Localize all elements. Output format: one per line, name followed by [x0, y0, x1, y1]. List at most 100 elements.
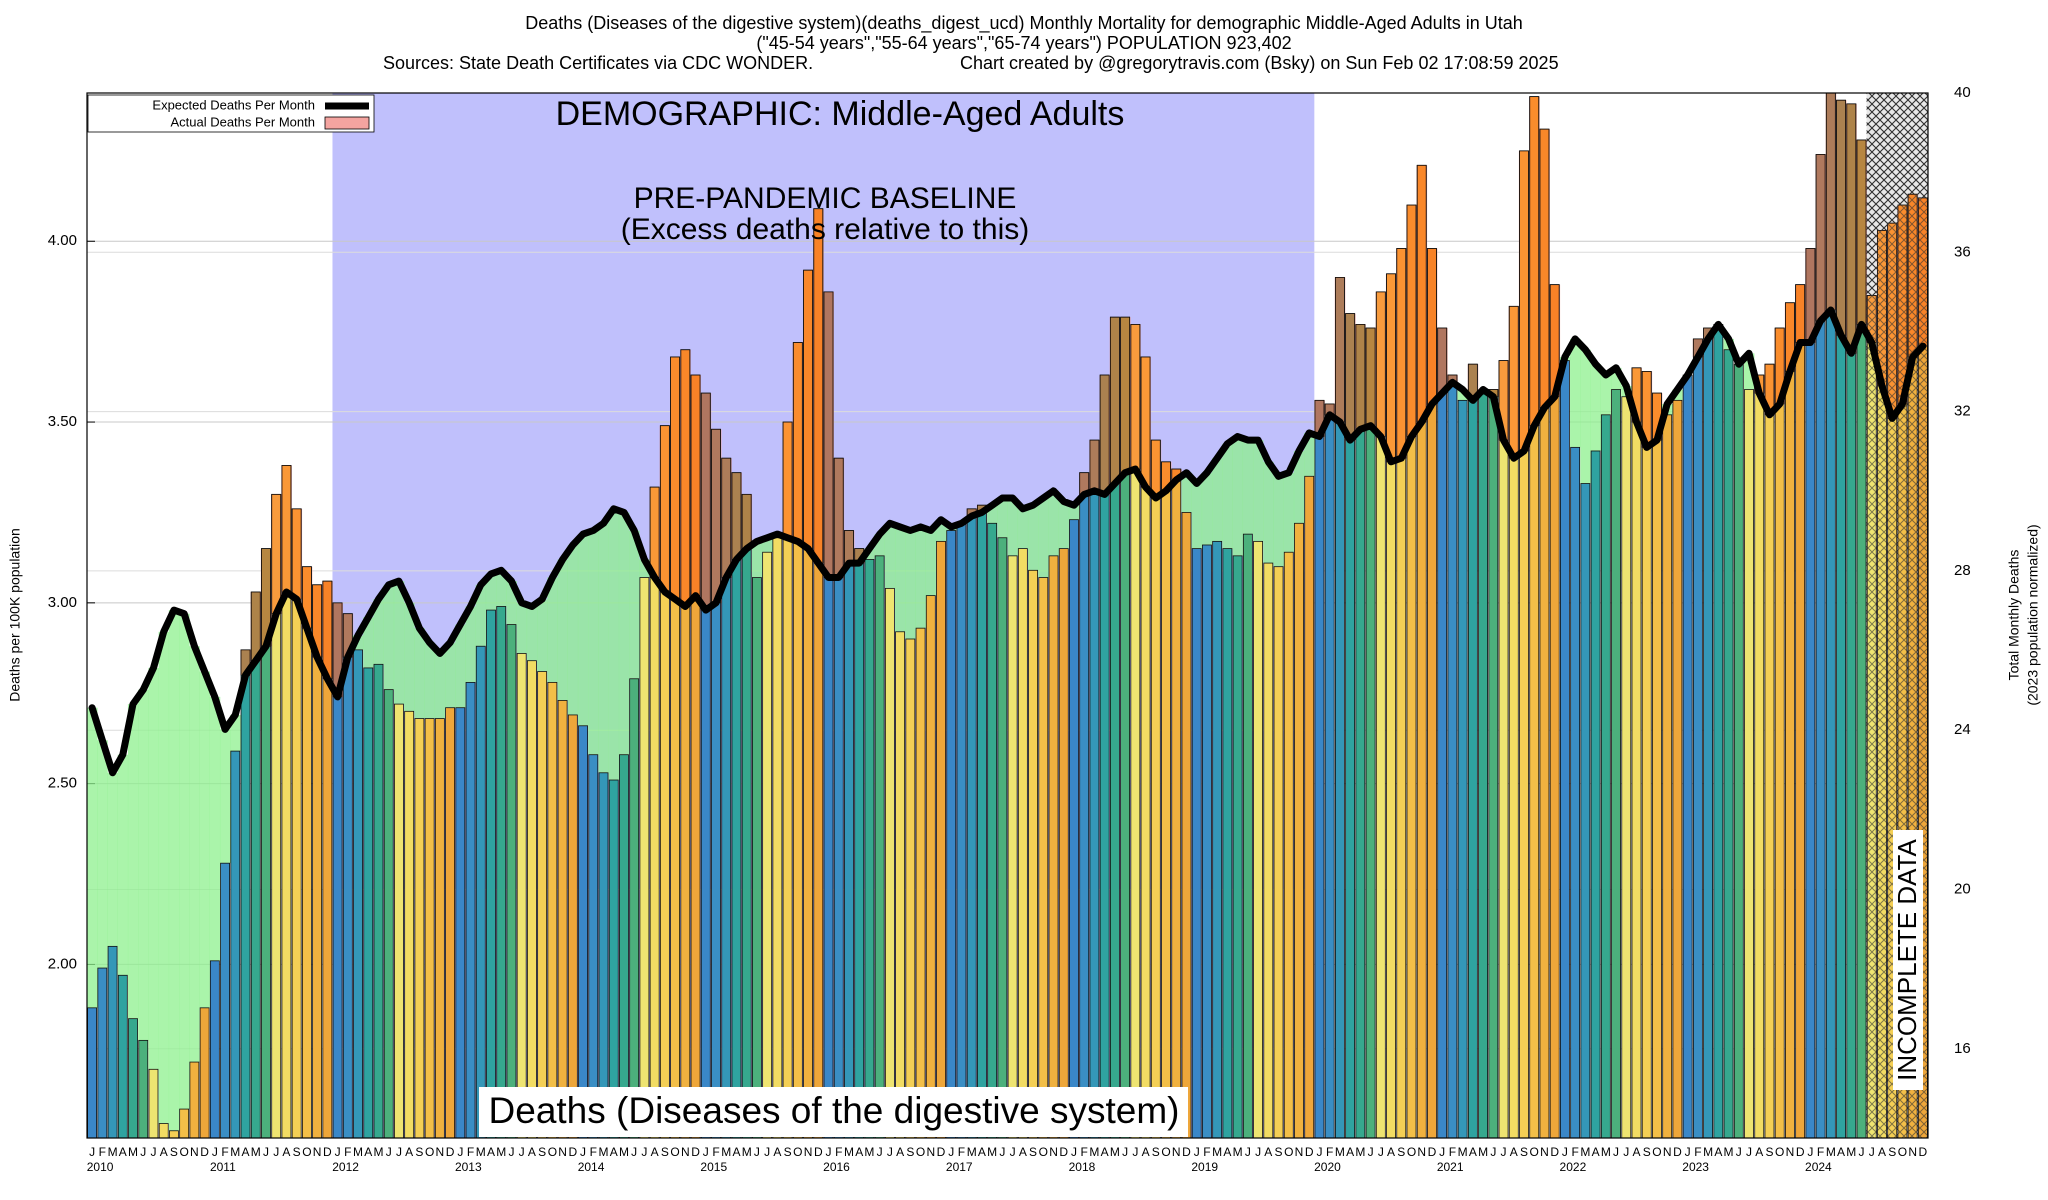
deficit-fill — [751, 541, 763, 578]
bar — [383, 689, 394, 1139]
excess-overlay — [1334, 277, 1345, 423]
x-month-label: J — [887, 1145, 893, 1159]
excess-overlay — [1365, 327, 1376, 427]
y-tick-label: 3.00 — [48, 594, 77, 611]
bar — [741, 493, 752, 1139]
x-year-label: 2016 — [823, 1160, 850, 1174]
bar — [1631, 367, 1642, 1139]
x-month-label: A — [1633, 1145, 1641, 1159]
excess-overlay — [823, 291, 834, 578]
bar — [1723, 349, 1734, 1139]
x-month-label: D — [323, 1145, 332, 1159]
excess-overlay — [690, 374, 701, 597]
bar — [905, 638, 916, 1139]
x-month-label: F — [1817, 1145, 1824, 1159]
deficit-fill — [455, 624, 466, 708]
x-month-label: J — [1859, 1145, 1865, 1159]
deficit-fill — [1580, 349, 1591, 484]
x-month-label: J — [754, 1145, 760, 1159]
plot-frame — [86, 92, 1929, 1139]
x-month-label: F — [1081, 1145, 1088, 1159]
x-month-label: J — [273, 1145, 279, 1159]
excess-overlay — [1355, 324, 1366, 430]
bar — [107, 945, 118, 1139]
bar — [629, 678, 640, 1139]
x-month-label: M — [496, 1145, 506, 1159]
excess-overlay — [1416, 164, 1427, 423]
x-month-label: M — [967, 1145, 977, 1159]
deficit-fill — [935, 519, 947, 542]
bar — [1212, 540, 1223, 1139]
x-month-label: A — [610, 1145, 618, 1159]
x-month-label: A — [855, 1145, 863, 1159]
bar — [209, 960, 220, 1139]
y2-tick-label: 32 — [1954, 403, 1971, 420]
x-month-label: S — [661, 1145, 669, 1159]
bar — [598, 772, 609, 1139]
x-month-label: F — [1203, 1145, 1210, 1159]
bar — [1805, 248, 1816, 1139]
x-month-label: A — [1878, 1145, 1886, 1159]
x-month-label: S — [1029, 1145, 1037, 1159]
deficit-fill — [199, 671, 211, 1008]
x-month-label: J — [1071, 1145, 1077, 1159]
excess-overlay — [1150, 439, 1161, 499]
x-month-label: J — [580, 1145, 586, 1159]
x-month-label: A — [732, 1145, 740, 1159]
x-month-label: M — [721, 1145, 731, 1159]
x-month-label: N — [558, 1145, 567, 1159]
bar — [1467, 363, 1478, 1139]
deficit-fill — [608, 508, 620, 781]
excess-overlay — [1396, 248, 1407, 459]
deficit-fill — [1457, 389, 1469, 401]
bar — [1028, 569, 1038, 1139]
x-month-label: J — [457, 1145, 463, 1159]
bar — [250, 591, 261, 1139]
deficit-fill — [127, 704, 139, 1019]
bar — [608, 779, 619, 1139]
incomplete-label: INCOMPLETE DATA — [1892, 838, 1922, 1080]
bar — [465, 681, 476, 1139]
x-month-label: J — [1439, 1145, 1445, 1159]
bar — [455, 707, 466, 1139]
x-month-label: M — [844, 1145, 854, 1159]
x-month-label: A — [1346, 1145, 1354, 1159]
excess-overlay — [792, 342, 803, 542]
x-month-label: D — [937, 1145, 946, 1159]
deficit-fill — [230, 714, 241, 752]
bar — [486, 609, 496, 1139]
x-month-label: J — [1869, 1145, 1875, 1159]
deficit-fill — [598, 523, 609, 773]
bar — [1017, 548, 1028, 1139]
x-month-label: S — [415, 1145, 423, 1159]
x-month-label: M — [1703, 1145, 1713, 1159]
deficit-fill — [485, 573, 497, 611]
y2-axis-label: Total Monthly Deaths — [2006, 550, 2022, 681]
bar — [752, 577, 762, 1139]
bar — [1058, 548, 1069, 1139]
bar — [1570, 446, 1581, 1139]
x-month-label: N — [313, 1145, 322, 1159]
bar — [404, 710, 415, 1139]
bar — [537, 671, 548, 1139]
bar — [445, 707, 456, 1139]
deficit-fill — [219, 729, 231, 864]
bar — [1202, 544, 1212, 1139]
excess-overlay — [281, 465, 292, 593]
bar — [189, 1061, 200, 1139]
deficit-fill — [639, 559, 650, 578]
bar — [915, 627, 926, 1139]
deficit-fill — [1058, 501, 1070, 549]
deficit-fill — [158, 631, 170, 1124]
bar — [1560, 360, 1570, 1139]
bar — [1355, 324, 1366, 1139]
deficit-fill — [148, 667, 159, 1070]
bar — [1785, 302, 1795, 1139]
bar — [301, 566, 312, 1139]
bar — [169, 1130, 179, 1139]
x-month-label: S — [1397, 1145, 1405, 1159]
x-month-label: F — [1571, 1145, 1578, 1159]
x-month-label: O — [1039, 1145, 1048, 1159]
bar — [772, 537, 783, 1139]
deficit-fill — [138, 689, 149, 1041]
